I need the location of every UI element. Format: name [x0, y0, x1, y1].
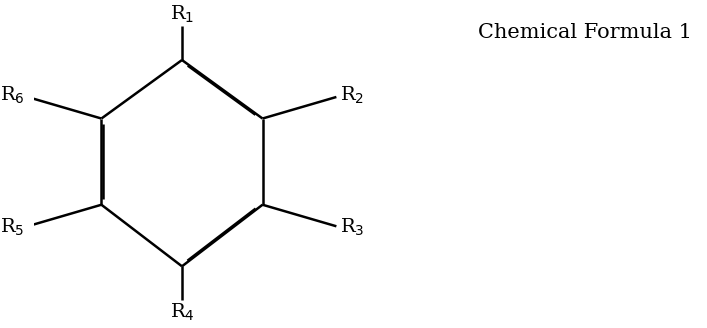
- Text: R$_3$: R$_3$: [340, 217, 364, 238]
- Text: R$_2$: R$_2$: [340, 85, 364, 106]
- Text: R$_5$: R$_5$: [0, 217, 24, 238]
- Text: R$_6$: R$_6$: [0, 85, 24, 106]
- Text: Chemical Formula 1: Chemical Formula 1: [478, 23, 692, 42]
- Text: R$_1$: R$_1$: [170, 3, 194, 25]
- Text: R$_4$: R$_4$: [170, 302, 194, 323]
